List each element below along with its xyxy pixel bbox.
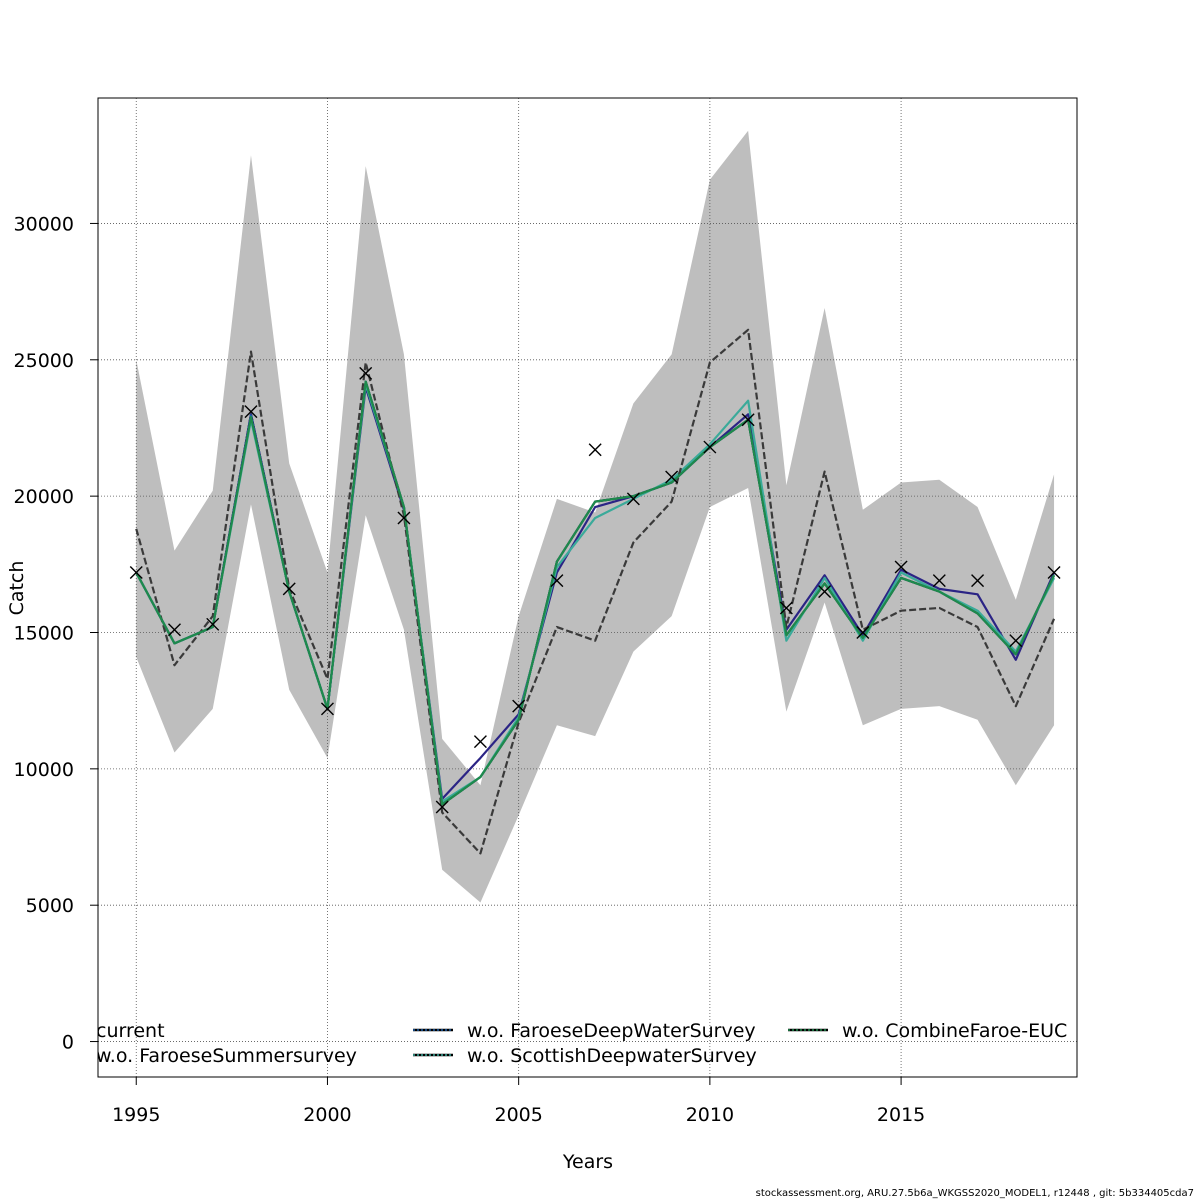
legend: current w.o. FaroeseSummersurvey w.o. Faro… [96,1020,1067,1067]
x-tick-label: 2005 [494,1104,542,1126]
marker-stroke [818,585,832,599]
x-tick-label: 2000 [303,1104,351,1126]
observation-marker [473,735,487,749]
observation-marker [1047,566,1061,579]
y-tick-label: 10000 [14,759,74,781]
x-tick-label: 2015 [877,1104,925,1126]
marker-stroke [971,574,985,588]
observation-marker [512,699,526,713]
observation-marker [779,601,793,615]
marker-stroke [206,617,220,631]
y-tick-label: 5000 [26,895,74,917]
y-tick-label: 0 [62,1032,74,1054]
y-tick-label: 25000 [14,350,74,372]
x-tick-label: 1995 [112,1104,160,1126]
observation-marker [856,626,870,639]
marker-stroke [665,470,679,484]
observation-marker [932,574,946,588]
marker-stroke [167,623,181,637]
observation-marker [167,623,181,637]
marker-stroke [397,511,411,525]
legend-label: w.o. FaroeseSummersurvey [96,1045,357,1067]
legend-label: w.o. ScottishDeepwaterSurvey [467,1045,757,1067]
series-line-5 [135,380,1056,806]
observation-marker [397,511,411,525]
marker-stroke [282,582,296,596]
marker-stroke [359,366,373,380]
y-tick-label: 30000 [14,213,74,235]
marker-stroke [512,699,526,713]
legend-label: current [96,1020,165,1042]
confidence-band [136,130,1055,903]
observation-marker [588,443,602,457]
marker-stroke [320,702,334,716]
legend-label: w.o. FaroeseDeepWaterSurvey [467,1020,756,1042]
marker-stroke [779,601,793,615]
y-tick-label: 20000 [14,486,74,508]
observation-marker [282,582,296,596]
y-axis-label: Catch [6,561,28,616]
observation-marker [550,574,564,588]
legend-items: current w.o. FaroeseSummersurvey w.o. Faro… [96,1020,1067,1067]
footer-credit: stockassessment.org, ARU.27.5b6a_WKGSS20… [755,1188,1194,1199]
observation-marker [129,566,143,579]
axis-layer: 1995 2000 2005 2010 2015 0 5000 10000 15000 20000… [14,213,926,1126]
marker-stroke [1009,634,1023,648]
marker-stroke [703,440,717,454]
observation-marker [435,800,449,814]
marker-stroke [1047,566,1061,579]
observations-layer [129,366,1061,814]
observation-marker [971,574,985,588]
observation-marker [818,585,832,599]
x-axis-label: Years [562,1151,613,1173]
observation-marker [741,413,755,427]
marker-stroke [894,560,908,574]
marker-stroke [550,574,564,588]
marker-stroke [588,443,602,457]
observation-marker [703,440,717,454]
confidence-band-layer [136,130,1055,903]
plot-frame [97,97,1078,1078]
x-tick-label: 2010 [686,1104,734,1126]
y-tick-label: 15000 [14,622,74,644]
observation-marker [244,405,258,419]
marker-stroke [626,492,640,506]
marker-stroke [856,626,870,639]
marker-stroke [244,405,258,419]
observation-marker [320,702,334,716]
observation-marker [359,366,373,380]
marker-stroke [435,800,449,814]
legend-label: w.o. CombineFaroe-EUC [842,1020,1067,1042]
observation-marker [894,560,908,574]
observation-marker [1009,634,1023,648]
marker-stroke [129,566,143,579]
grid-layer [98,98,1077,1077]
observation-marker [665,470,679,484]
marker-stroke [741,413,755,427]
observation-marker [206,617,220,631]
marker-stroke [473,735,487,749]
observation-marker [626,492,640,506]
marker-stroke [932,574,946,588]
